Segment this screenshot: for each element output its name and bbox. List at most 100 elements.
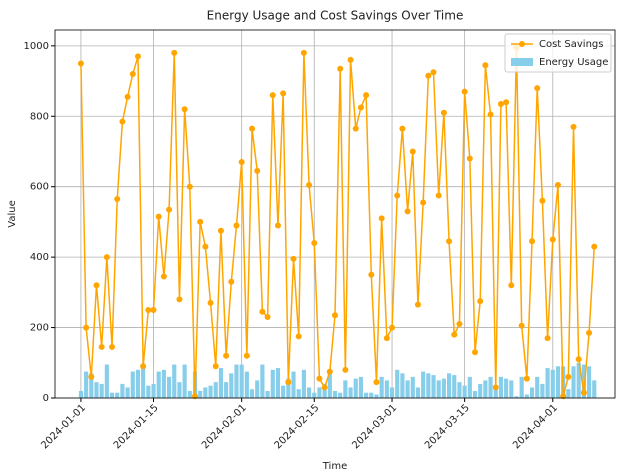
marker: [160, 273, 167, 280]
marker: [254, 167, 261, 174]
y-tick-label: 600: [30, 182, 49, 193]
marker: [383, 335, 390, 342]
bar: [400, 373, 405, 398]
marker: [446, 238, 453, 245]
bar: [161, 369, 166, 398]
marker: [503, 99, 510, 106]
bar: [275, 368, 281, 398]
marker: [140, 363, 147, 370]
bar: [224, 382, 229, 398]
marker: [259, 308, 266, 315]
y-tick-label: 0: [43, 393, 49, 404]
x-axis-label: Time: [322, 461, 347, 472]
marker: [482, 62, 489, 69]
bar: [498, 376, 503, 398]
marker: [109, 343, 116, 350]
marker: [269, 92, 276, 99]
bar: [203, 387, 208, 398]
marker: [430, 69, 437, 76]
marker: [176, 296, 183, 303]
bar: [104, 364, 109, 398]
bar: [156, 371, 161, 398]
marker: [529, 238, 536, 245]
bar: [472, 390, 478, 398]
bar: [462, 385, 467, 398]
bar: [483, 380, 488, 398]
marker: [207, 299, 214, 306]
x-tick-label: 2024-03-01: [350, 402, 399, 451]
marker: [134, 53, 141, 60]
bar: [592, 380, 597, 398]
bar: [198, 390, 203, 398]
bar: [519, 376, 524, 398]
marker: [534, 85, 541, 92]
marker: [295, 333, 302, 340]
bar: [550, 369, 555, 398]
bar: [172, 364, 177, 398]
marker: [544, 335, 551, 342]
bar: [260, 364, 265, 398]
bar: [353, 378, 358, 398]
bar: [384, 380, 389, 398]
bar: [213, 382, 218, 398]
bar: [141, 368, 146, 398]
line: [80, 47, 596, 397]
marker: [554, 181, 561, 188]
bar: [421, 371, 426, 398]
marker: [373, 379, 380, 386]
marker: [285, 379, 292, 386]
legend-label: Cost Savings: [539, 39, 603, 50]
bar: [312, 392, 317, 398]
bar: [89, 373, 94, 398]
bar: [379, 376, 384, 398]
marker: [575, 356, 582, 363]
bar: [348, 387, 353, 398]
legend-label: Energy Usage: [539, 57, 608, 68]
bar: [120, 383, 125, 398]
bar: [555, 366, 561, 398]
bar: [130, 371, 135, 398]
chart-title: Energy Usage and Cost Savings Over Time: [207, 9, 464, 23]
bar: [167, 376, 172, 398]
marker: [487, 111, 494, 118]
bar: [338, 392, 343, 398]
bar: [187, 390, 192, 398]
bar: [447, 373, 452, 398]
marker: [492, 384, 499, 391]
bar: [286, 378, 291, 398]
x-tick-label: 2024-02-01: [200, 402, 249, 451]
marker: [523, 375, 530, 382]
y-tick-label: 400: [30, 252, 49, 263]
x-tick-label: 2024-03-15: [423, 402, 472, 451]
marker: [150, 306, 157, 313]
marker: [539, 197, 546, 204]
bar: [509, 380, 514, 398]
marker: [425, 72, 432, 79]
marker: [357, 104, 364, 111]
bar: [457, 382, 462, 398]
bar: [291, 371, 296, 398]
bar: [410, 376, 415, 398]
marker: [586, 329, 593, 336]
marker: [197, 218, 204, 225]
marker: [472, 349, 478, 356]
bar: [115, 392, 120, 398]
bar: [249, 389, 255, 398]
bar: [529, 387, 535, 398]
marker: [326, 368, 333, 375]
bar: [441, 378, 446, 398]
x-tick-label: 2024-01-15: [112, 402, 161, 451]
bar: [343, 380, 348, 398]
marker: [124, 93, 131, 100]
bar: [395, 369, 400, 398]
marker: [280, 90, 287, 97]
bar: [431, 375, 436, 398]
bar: [452, 375, 457, 398]
bar: [364, 392, 369, 398]
marker: [440, 109, 447, 116]
bar: [281, 385, 286, 398]
x-tick-label: 2024-04-01: [511, 402, 560, 451]
marker: [347, 56, 354, 63]
bar: [135, 369, 141, 398]
bar: [307, 387, 312, 398]
